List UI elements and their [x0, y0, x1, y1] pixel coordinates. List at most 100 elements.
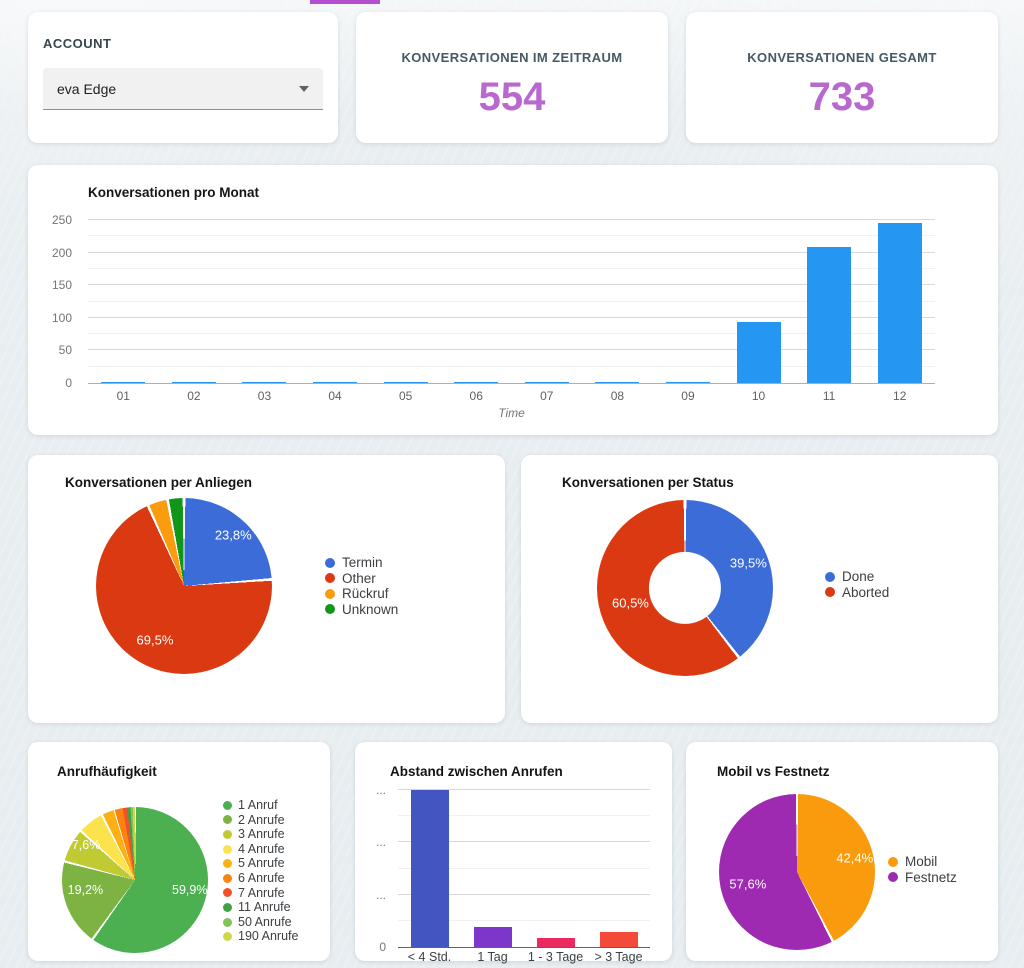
- gridline: [88, 316, 935, 318]
- chart-title: Konversationen per Anliegen: [65, 475, 253, 490]
- x-tick-label: 10: [751, 389, 766, 403]
- bar-chart-plot: [88, 219, 935, 384]
- bar-02[interactable]: [171, 382, 216, 383]
- chart-title: Mobil vs Festnetz: [717, 764, 830, 779]
- bar-03[interactable]: [242, 382, 287, 383]
- x-tick-label: 04: [328, 389, 342, 403]
- y-axis: 0.........: [355, 783, 394, 954]
- legend-label: 2 Anrufe: [238, 812, 285, 827]
- mobil-festnetz-chart-card: Mobil vs Festnetz 42,4% 57,6% Mobil Festn…: [686, 742, 998, 961]
- y-tick-label: 100: [51, 310, 72, 325]
- gridline: [398, 867, 650, 869]
- bar-01[interactable]: [101, 382, 146, 383]
- gridline: [88, 251, 935, 253]
- x-tick-label: 09: [681, 389, 695, 403]
- bar-1 - 3 Tage[interactable]: [536, 937, 575, 947]
- legend-label: Festnetz: [905, 869, 957, 885]
- gridline: [88, 333, 935, 335]
- legend: 1 Anruf 2 Anrufe 3 Anrufe 4 Anrufe 5 Anrufe 6…: [223, 798, 298, 944]
- pie-slice-label: 23,8%: [214, 527, 252, 543]
- stat-card-zeitraum: KONVERSATIONEN IM ZEITRAUM 554: [356, 12, 668, 143]
- bar-08[interactable]: [595, 382, 640, 383]
- pie-slice-label: 7,6%: [71, 837, 101, 852]
- bar-> 3 Tage[interactable]: [599, 932, 638, 947]
- x-tick-label: 07: [540, 389, 554, 403]
- x-tick-label: 02: [187, 389, 201, 403]
- x-tick-label: 08: [610, 389, 625, 403]
- legend-dot-icon: [325, 573, 335, 584]
- bar-05[interactable]: [383, 382, 428, 383]
- x-axis: < 4 Std. 1 Tag 1 - 3 Tage > 3 Tage: [398, 950, 650, 964]
- legend-dot-icon: [223, 859, 232, 869]
- x-tick-label: 05: [398, 389, 413, 403]
- legend-label: 4 Anrufe: [238, 841, 285, 856]
- y-tick-label: 200: [51, 245, 72, 260]
- legend: Termin Other Rückruf Unknown: [325, 555, 398, 617]
- bar-12[interactable]: [877, 223, 922, 383]
- account-select-value: eva Edge: [57, 80, 117, 97]
- x-axis-title: Time: [498, 406, 525, 420]
- chart-title: Konversationen pro Monat: [88, 185, 260, 200]
- legend-label: Mobil: [905, 854, 938, 869]
- legend-item: 3 Anrufe: [223, 827, 298, 842]
- gridline: [398, 919, 650, 921]
- pie-slice-label: 60,5%: [612, 595, 649, 611]
- bar-10[interactable]: [736, 322, 781, 383]
- x-tick-label: < 4 Std.: [407, 950, 452, 964]
- pie-slice-label: 19,2%: [67, 883, 104, 898]
- legend-item: 4 Anrufe: [223, 842, 298, 857]
- status-donut[interactable]: 39,5% 60,5%: [597, 500, 773, 676]
- bar-< 4 Std.[interactable]: [410, 790, 449, 947]
- legend: Mobil Festnetz: [888, 854, 957, 885]
- gridline: [88, 284, 935, 286]
- stat-value: 733: [808, 75, 876, 119]
- pie-slice-label: 39,5%: [729, 555, 767, 571]
- legend-dot-icon: [223, 815, 232, 825]
- legend-dot-icon: [223, 932, 232, 942]
- gridline: [88, 235, 935, 237]
- bar-chart-plot: [398, 785, 650, 948]
- bar-04[interactable]: [313, 382, 358, 383]
- legend-dot-icon: [223, 902, 232, 912]
- legend-label: Unknown: [342, 601, 399, 617]
- anrufhaeufigkeit-chart-card: Anrufhäufigkeit 59,9% 19,2% 7,6% 1 Anruf…: [28, 742, 330, 961]
- stat-value: 554: [478, 75, 546, 119]
- bar-06[interactable]: [454, 382, 499, 383]
- x-tick-label: 12: [893, 389, 907, 403]
- legend-label: 5 Anrufe: [238, 856, 285, 871]
- legend-item: Unknown: [325, 602, 398, 618]
- bar-1 Tag[interactable]: [473, 927, 512, 947]
- x-tick-label: 06: [469, 389, 483, 403]
- anrufhaeufigkeit-pie[interactable]: 59,9% 19,2% 7,6%: [62, 807, 208, 953]
- legend-dot-icon: [825, 587, 835, 598]
- mobil-festnetz-pie[interactable]: 42,4% 57,6%: [719, 794, 875, 950]
- y-tick-label: ...: [375, 835, 386, 850]
- account-card: ACCOUNT eva Edge: [28, 12, 338, 143]
- legend-label: Done: [842, 569, 875, 584]
- anliegen-pie[interactable]: 23,8% 69,5%: [96, 498, 272, 674]
- legend-item: Mobil: [888, 854, 957, 870]
- bar-11[interactable]: [807, 246, 852, 383]
- legend-dot-icon: [223, 888, 232, 898]
- chart-title: Anrufhäufigkeit: [57, 764, 157, 779]
- legend-item: 190 Anrufe: [223, 929, 298, 944]
- y-tick-label: ...: [375, 887, 386, 902]
- legend-item: Festnetz: [888, 870, 957, 886]
- bar-09[interactable]: [665, 381, 710, 383]
- x-tick-label: 11: [822, 389, 836, 403]
- y-tick-label: 0: [65, 376, 72, 390]
- legend-label: 6 Anrufe: [238, 870, 285, 885]
- abstand-chart-card: Abstand zwischen Anrufen 0......... < 4 …: [355, 742, 672, 964]
- legend-dot-icon: [888, 872, 898, 883]
- legend-dot-icon: [223, 844, 232, 854]
- bar-07[interactable]: [524, 382, 569, 383]
- account-select[interactable]: eva Edge: [43, 68, 323, 110]
- x-axis: 01 02 03 04 05 06 07 08 09 10 11 12: [88, 389, 935, 405]
- legend-label: Rückruf: [342, 586, 389, 601]
- pie-slice-label: 69,5%: [136, 632, 174, 648]
- gridline: [88, 267, 935, 269]
- legend: Done Aborted: [825, 569, 889, 600]
- legend-dot-icon: [223, 917, 232, 927]
- gridline: [398, 815, 650, 817]
